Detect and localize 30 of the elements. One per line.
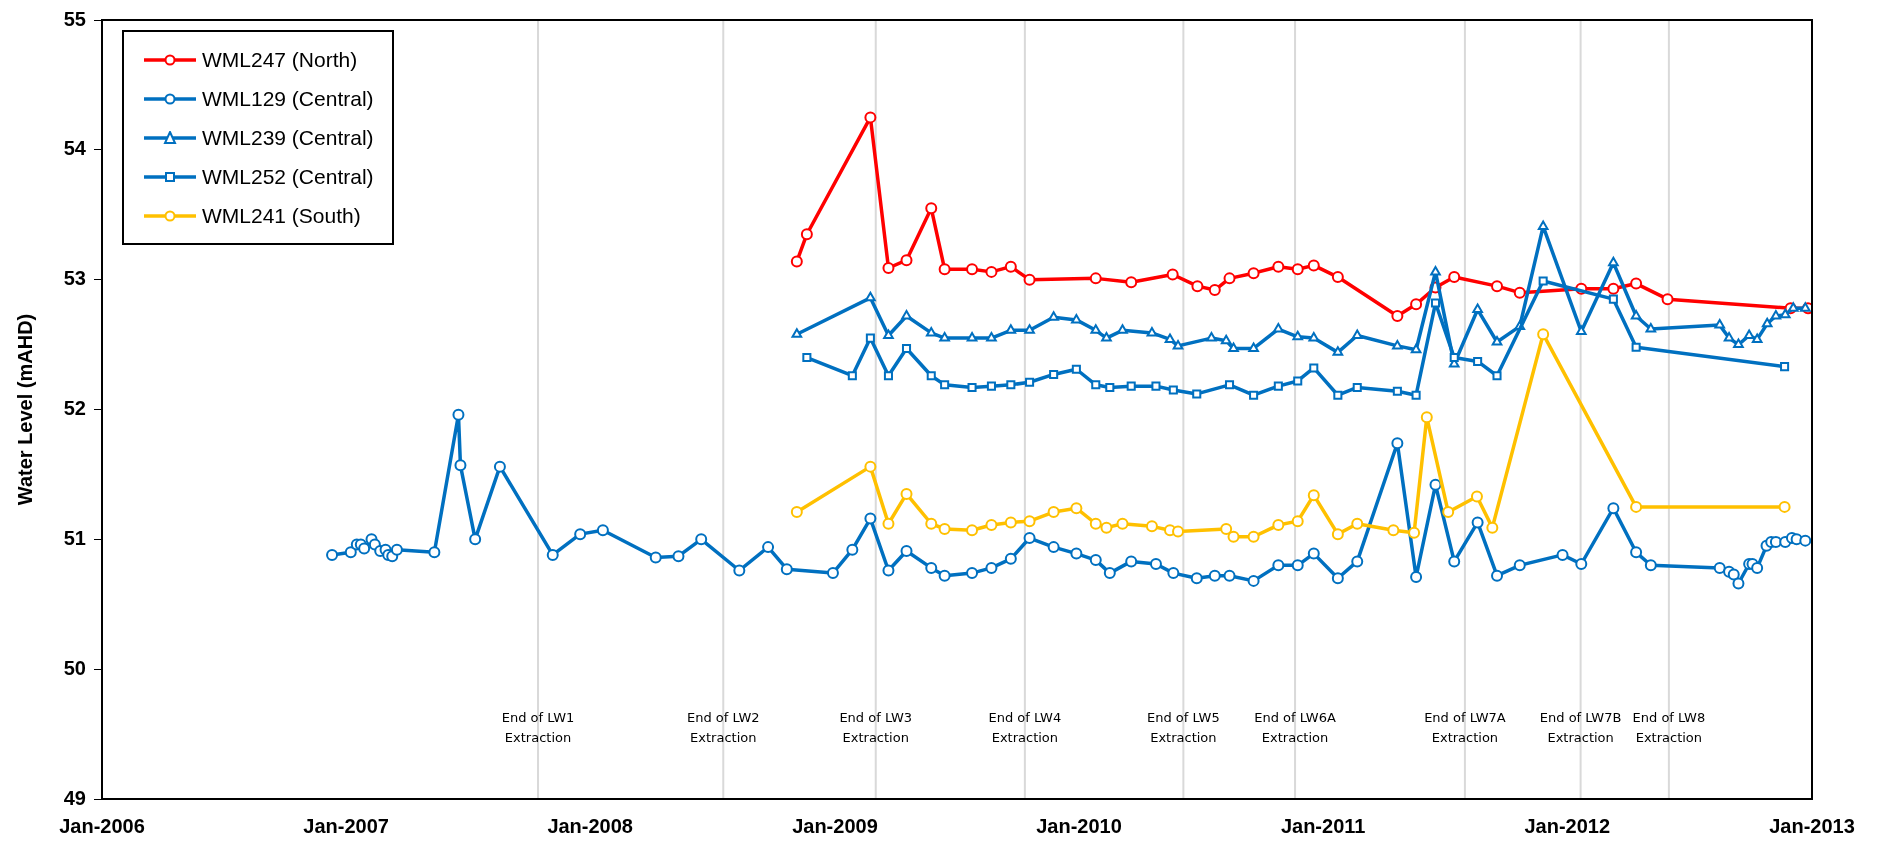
legend-label: WML247 (North) <box>202 47 358 73</box>
y-tick-label: 52 <box>63 397 86 420</box>
x-tick-label: Jan-2006 <box>59 814 145 837</box>
ref-line-label: End of LW8 Extraction <box>1632 710 1706 746</box>
ref-line-label: End of LW4 Extraction <box>988 710 1062 746</box>
y-tick-label: 51 <box>63 526 86 549</box>
x-tick-label: Jan-2010 <box>1036 814 1122 837</box>
ref-line-label: End of LW3 Extraction <box>839 710 913 746</box>
y-tick-label: 53 <box>63 267 86 290</box>
y-tick-label: 54 <box>63 137 87 160</box>
ref-line-label: End of LW5 Extraction <box>1147 710 1220 746</box>
ref-line-label: End of LW7B Extraction <box>1539 710 1622 746</box>
ref-line-label: End of LW2 Extraction <box>686 710 760 746</box>
x-tick-label: Jan-2009 <box>792 814 878 837</box>
x-tick-label: Jan-2007 <box>303 814 389 837</box>
x-tick-label: Jan-2011 <box>1280 814 1366 837</box>
x-tick-label: Jan-2008 <box>547 814 633 837</box>
ref-line-label: End of LW7A Extraction <box>1424 710 1506 746</box>
ref-line-label: End of LW6A Extraction <box>1254 710 1336 746</box>
legend-label: WML241 (South) <box>202 203 361 229</box>
y-tick-label: 50 <box>63 656 86 679</box>
y-tick-label: 49 <box>63 786 86 809</box>
legend-label: WML129 (Central) <box>202 86 374 112</box>
x-tick-label: Jan-2012 <box>1524 814 1611 837</box>
legend-label: WML252 (Central) <box>202 164 374 190</box>
y-axis-title: Water Level (mAHD) <box>13 313 36 506</box>
legend-label: WML239 (Central) <box>202 125 374 151</box>
y-tick-label: 55 <box>63 7 86 30</box>
ref-line-label: End of LW1 Extraction <box>501 710 575 746</box>
x-tick-label: Jan-2013 <box>1769 814 1855 837</box>
